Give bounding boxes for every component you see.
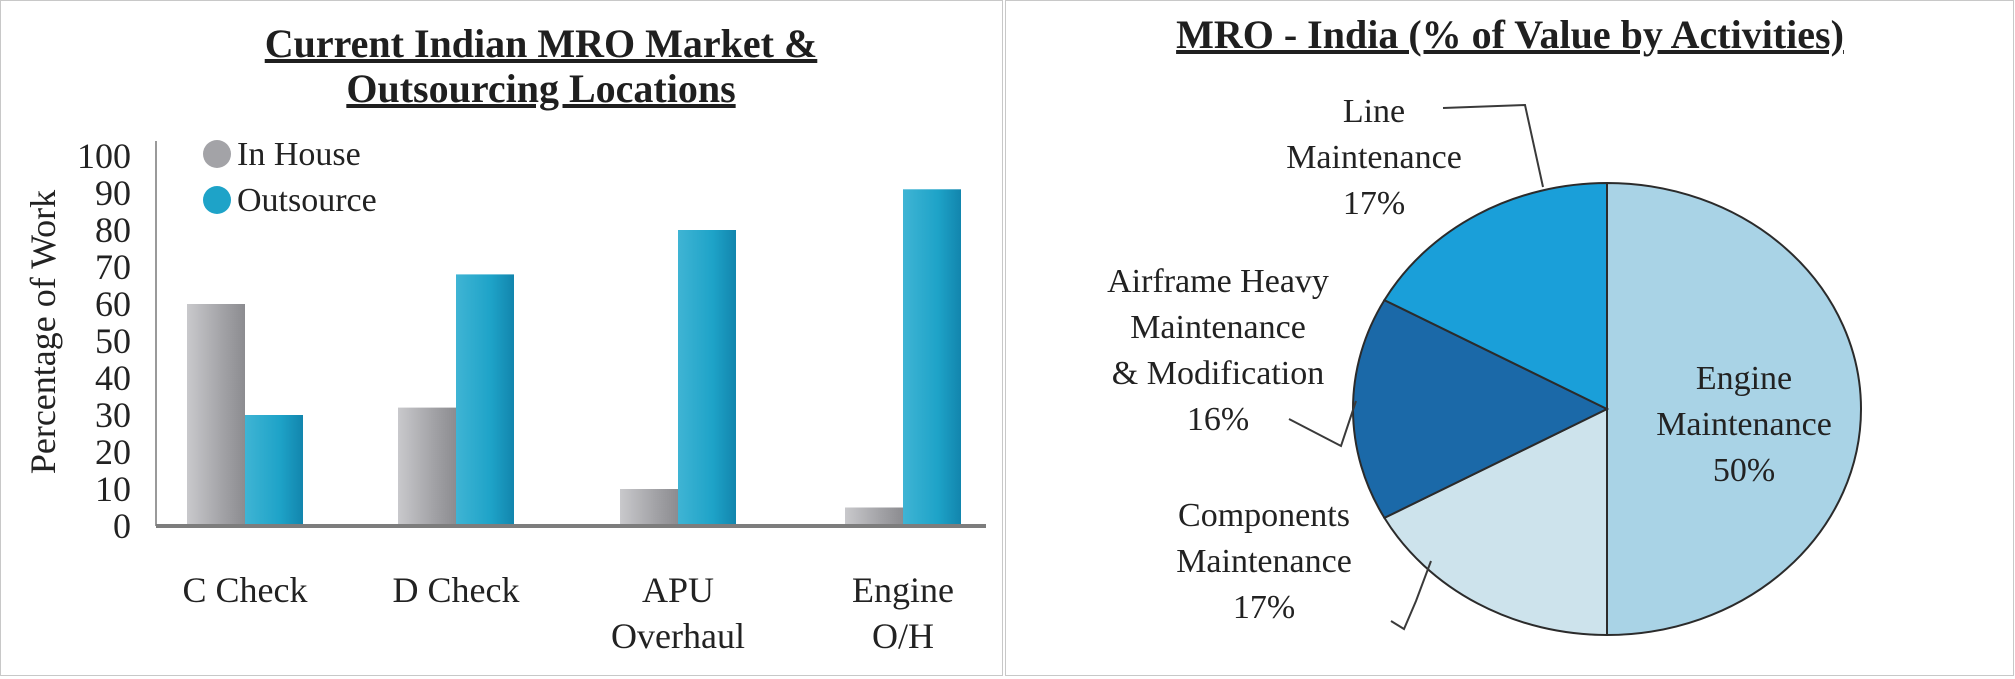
x-category-label: Engine: [852, 570, 954, 610]
bar-in-house: [845, 507, 903, 526]
x-category-label: C Check: [183, 570, 308, 610]
bar-chart: Current Indian MRO Market & Outsourcing …: [23, 21, 986, 656]
bar-outsource: [456, 274, 514, 526]
pie-slice-label: Maintenance: [1286, 139, 1462, 176]
pie-slice-percent: 17%: [1343, 185, 1405, 222]
pie-slice-label: Airframe Heavy: [1107, 263, 1329, 300]
pie-chart: MRO - India (% of Value by Activities) E…: [1107, 12, 1862, 637]
legend-marker: [203, 186, 231, 214]
pie-slice-label: Maintenance: [1130, 309, 1306, 346]
pie-slice-label: Maintenance: [1176, 543, 1352, 580]
pie-slice: [1606, 181, 1862, 637]
leader-line: [1390, 560, 1432, 631]
bar-chart-panel: Current Indian MRO Market & Outsourcing …: [0, 0, 1003, 676]
pie-slice-percent: 16%: [1187, 401, 1249, 438]
legend-label: Outsource: [237, 182, 377, 219]
pie-slice-label: Line: [1343, 93, 1405, 130]
y-tick-label: 20: [95, 432, 131, 472]
pie-slice: [1382, 181, 1608, 411]
y-tick-label: 50: [95, 321, 131, 361]
pie-chart-title: MRO - India (% of Value by Activities): [1176, 12, 1844, 57]
leader-line: [1442, 103, 1544, 188]
y-tick-label: 60: [95, 284, 131, 324]
x-category-label: APU: [642, 570, 714, 610]
bar-in-house: [187, 304, 245, 526]
y-tick-label: 80: [95, 210, 131, 250]
y-axis-label: Percentage of Work: [23, 190, 63, 474]
x-category-label: D Check: [393, 570, 520, 610]
bar-outsource: [903, 189, 961, 527]
bar-outsource: [245, 415, 303, 526]
x-category-label: O/H: [872, 616, 934, 656]
bar-in-house: [398, 407, 456, 526]
pie-slice-label: Engine: [1696, 360, 1792, 397]
y-tick-label: 70: [95, 247, 131, 287]
bar-outsource: [678, 230, 736, 526]
pie-plot-area: Engine Maintenance 50% Components Maintenanc…: [1107, 93, 1862, 637]
y-tick-label: 40: [95, 358, 131, 398]
legend-marker: [203, 140, 231, 168]
y-tick-label: 30: [95, 395, 131, 435]
y-tick-label: 10: [95, 469, 131, 509]
leader-line: [1288, 400, 1357, 448]
pie-slice-percent: 50%: [1713, 452, 1775, 489]
bar-in-house: [620, 489, 678, 526]
pie-slice-label: & Modification: [1112, 355, 1324, 392]
x-category-label: Overhaul: [611, 616, 745, 656]
legend-label: In House: [237, 136, 361, 173]
bar-chart-title-line-1: Current Indian MRO Market &: [265, 21, 818, 66]
pie-slice-label: Maintenance: [1656, 406, 1832, 443]
y-tick-label: 0: [113, 506, 131, 546]
y-tick-label: 100: [77, 136, 131, 176]
pie-chart-panel: MRO - India (% of Value by Activities) E…: [1005, 0, 2014, 676]
pie-slice-label: Components: [1178, 497, 1350, 534]
y-tick-label: 90: [95, 173, 131, 213]
pie-slice: [1382, 407, 1608, 637]
bar-chart-title-line-2: Outsourcing Locations: [346, 66, 735, 111]
pie-slice-percent: 17%: [1233, 589, 1295, 626]
